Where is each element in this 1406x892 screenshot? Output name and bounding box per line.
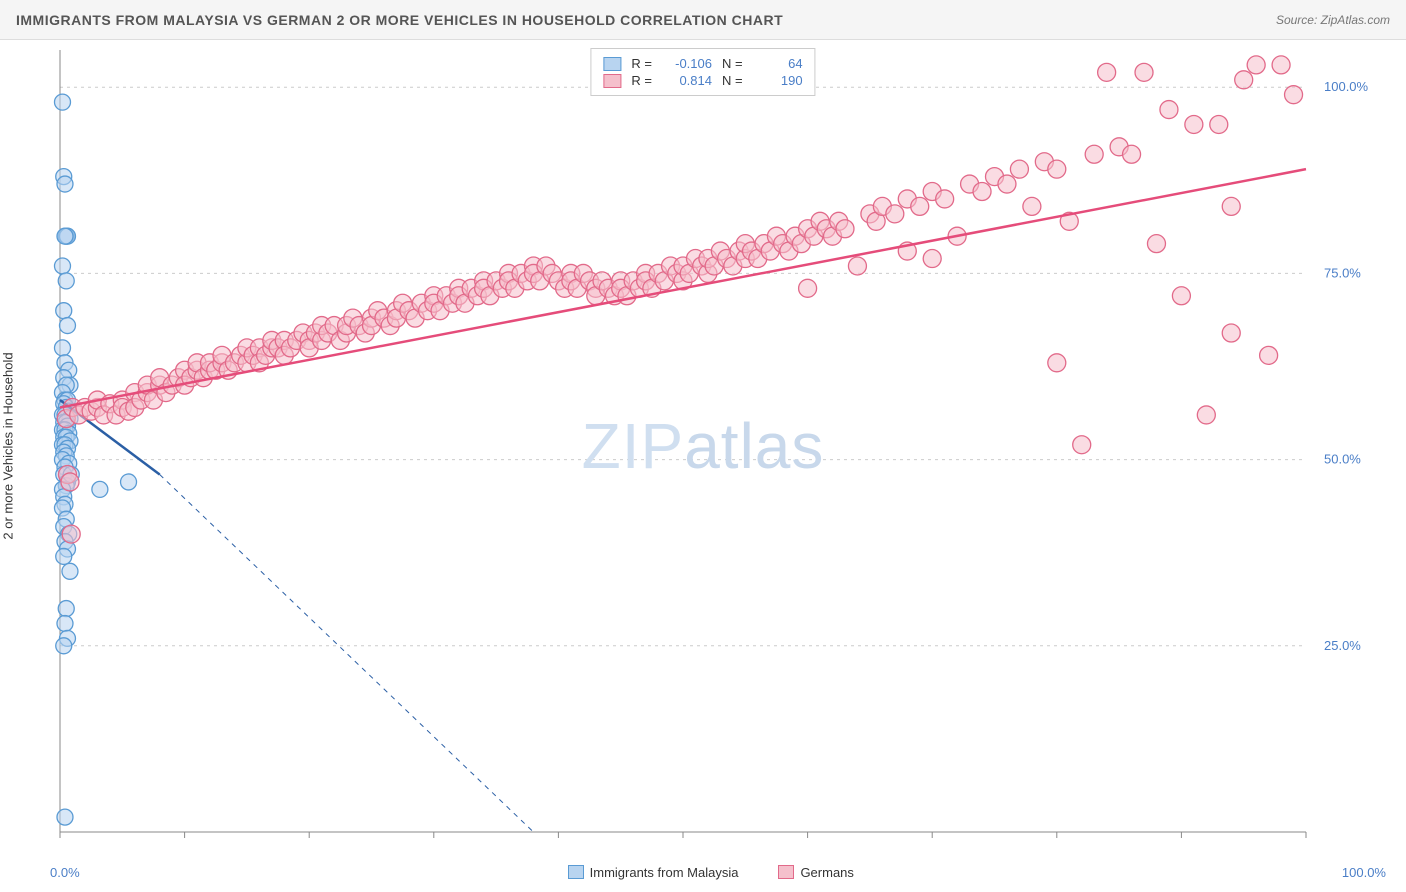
chart-title: IMMIGRANTS FROM MALAYSIA VS GERMAN 2 OR … [16,12,783,28]
data-point [57,809,73,825]
data-point [1260,346,1278,364]
data-point [1172,287,1190,305]
legend-row: R = 0.814 N = 190 [603,72,802,89]
data-point [936,190,954,208]
y-tick-label: 100.0% [1324,79,1369,94]
plot-area: 25.0% 50.0% 75.0% 100.0% [50,40,1386,852]
legend-swatch [603,74,621,88]
data-point [1048,354,1066,372]
legend-n-value: 190 [753,73,803,88]
legend-row: R = -0.106 N = 64 [603,55,802,72]
data-point [62,525,80,543]
data-point [54,340,70,356]
data-point [1222,324,1240,342]
bottom-legend-item: Germans [778,865,853,880]
data-point [911,197,929,215]
data-point [1272,56,1290,74]
source-credit: Source: ZipAtlas.com [1276,13,1390,27]
data-point [1010,160,1028,178]
data-point [57,228,73,244]
legend-r-value: -0.106 [662,56,712,71]
legend-n-label: N = [722,73,743,88]
x-axis-max-label: 100.0% [1342,865,1386,880]
y-axis-title: 2 or more Vehicles in Household [1,352,16,539]
legend-swatch [778,865,794,879]
data-point [1222,197,1240,215]
data-point [54,94,70,110]
data-point [799,279,817,297]
data-point [1185,115,1203,133]
data-point [1285,86,1303,104]
data-point [1147,235,1165,253]
data-point [1160,101,1178,119]
x-axis-min-label: 0.0% [50,865,80,880]
data-point [1098,63,1116,81]
y-tick-label: 50.0% [1324,452,1361,467]
data-point [59,318,75,334]
data-point [848,257,866,275]
data-point [1135,63,1153,81]
data-point [1048,160,1066,178]
data-point [56,548,72,564]
y-tick-label: 75.0% [1324,265,1361,280]
data-point [92,481,108,497]
data-point [58,601,74,617]
legend-n-value: 64 [753,56,803,71]
header-bar: IMMIGRANTS FROM MALAYSIA VS GERMAN 2 OR … [0,0,1406,40]
bottom-legend: Immigrants from Malaysia Germans [568,865,854,880]
data-point [1123,145,1141,163]
data-point [1235,71,1253,89]
legend-r-value: 0.814 [662,73,712,88]
legend-swatch [568,865,584,879]
data-point [57,176,73,192]
trend-line [60,169,1306,407]
data-point [836,220,854,238]
data-point [1085,145,1103,163]
legend-swatch [603,57,621,71]
data-point [998,175,1016,193]
data-point [923,250,941,268]
legend-label: Germans [800,865,853,880]
data-point [58,273,74,289]
scatter-chart: 25.0% 50.0% 75.0% 100.0% [50,40,1386,852]
data-point [1073,436,1091,454]
y-tick-label: 25.0% [1324,638,1361,653]
data-point [57,615,73,631]
data-point [56,638,72,654]
data-point [54,258,70,274]
legend-r-label: R = [631,73,652,88]
legend-r-label: R = [631,56,652,71]
data-point [121,474,137,490]
legend-n-label: N = [722,56,743,71]
data-point [62,563,78,579]
data-point [61,473,79,491]
x-axis-bar: 0.0% Immigrants from Malaysia Germans 100… [50,852,1386,892]
correlation-legend: R = -0.106 N = 64 R = 0.814 N = 190 [590,48,815,96]
data-point [886,205,904,223]
data-point [973,183,991,201]
data-point [1210,115,1228,133]
data-point [1247,56,1265,74]
data-point [1023,197,1041,215]
legend-label: Immigrants from Malaysia [590,865,739,880]
bottom-legend-item: Immigrants from Malaysia [568,865,739,880]
data-point [56,303,72,319]
data-point [1197,406,1215,424]
trend-line-extrapolated [160,475,534,832]
